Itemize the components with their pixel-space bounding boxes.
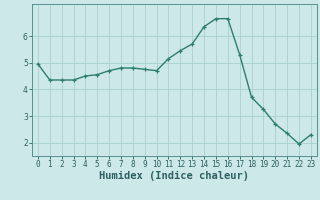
- X-axis label: Humidex (Indice chaleur): Humidex (Indice chaleur): [100, 171, 249, 181]
